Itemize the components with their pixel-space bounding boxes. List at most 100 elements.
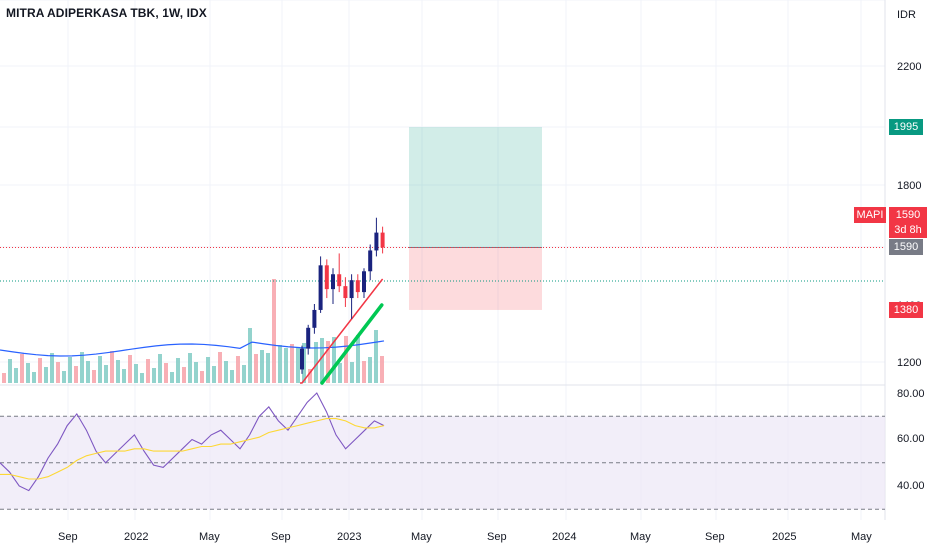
volume-bar bbox=[50, 353, 54, 383]
volume-bar bbox=[146, 359, 150, 383]
volume-bar bbox=[260, 350, 264, 383]
volume-bar bbox=[2, 373, 6, 383]
candle-body bbox=[355, 280, 360, 293]
volume-bar bbox=[14, 368, 18, 383]
volume-bar bbox=[320, 338, 324, 383]
entry-price-badge[interactable]: 1590 bbox=[889, 239, 923, 255]
volume-bar bbox=[266, 353, 270, 383]
candle-body bbox=[337, 274, 342, 287]
time-tick: May bbox=[630, 531, 651, 543]
volume-bar bbox=[164, 363, 168, 383]
candle-body bbox=[318, 265, 323, 310]
volume-bar bbox=[8, 359, 12, 383]
volume-bar bbox=[194, 362, 198, 383]
volume-bar bbox=[56, 362, 60, 383]
price-tick: 2200 bbox=[897, 61, 921, 73]
volume-bar bbox=[344, 336, 348, 383]
target-price-badge[interactable]: 1995 bbox=[889, 119, 923, 135]
volume-bar bbox=[116, 360, 120, 383]
volume-bar bbox=[290, 344, 294, 383]
rsi-line bbox=[0, 392, 385, 492]
long-position-tool[interactable] bbox=[0, 126, 885, 310]
volume-bar bbox=[350, 362, 354, 383]
time-tick: 2022 bbox=[124, 531, 148, 543]
candle-body bbox=[374, 232, 379, 251]
volume-bar bbox=[356, 335, 360, 383]
last-price-badge[interactable]: 1590 bbox=[889, 207, 927, 223]
candlesticks bbox=[300, 217, 385, 374]
volume-bar bbox=[86, 361, 90, 383]
rsi-tick: 40.00 bbox=[897, 480, 925, 492]
candle-body bbox=[380, 232, 385, 248]
volume-bar bbox=[188, 353, 192, 383]
volume-bar bbox=[20, 354, 24, 383]
volume-bar bbox=[74, 366, 78, 383]
volume-bar bbox=[200, 371, 204, 383]
volume-bar bbox=[272, 279, 276, 383]
volume-bar bbox=[170, 372, 174, 383]
time-tick: May bbox=[411, 531, 432, 543]
volume-bar bbox=[368, 357, 372, 383]
candle-body bbox=[343, 286, 348, 299]
volume-bar bbox=[248, 328, 252, 383]
volume-bar bbox=[104, 365, 108, 383]
volume-bar bbox=[242, 365, 246, 383]
volume-bars bbox=[0, 279, 385, 383]
volume-bar bbox=[38, 358, 42, 383]
volume-bar bbox=[308, 369, 312, 383]
volume-bar bbox=[44, 367, 48, 383]
volume-bar bbox=[140, 373, 144, 383]
volume-bar bbox=[374, 330, 378, 383]
volume-bar bbox=[182, 367, 186, 383]
short-ma-line bbox=[300, 278, 384, 384]
candle-body bbox=[331, 274, 335, 290]
rsi-ma-line bbox=[0, 418, 385, 480]
currency-label: IDR bbox=[897, 9, 916, 21]
volume-bar bbox=[92, 370, 96, 383]
stop-price-badge[interactable]: 1380 bbox=[889, 302, 923, 318]
long-ma-line bbox=[320, 303, 384, 385]
volume-bar bbox=[278, 345, 282, 383]
time-tick: Sep bbox=[705, 531, 725, 543]
volume-bar bbox=[218, 352, 222, 383]
volume-bar bbox=[332, 337, 336, 383]
time-tick: May bbox=[199, 531, 220, 543]
volume-bar bbox=[98, 356, 102, 383]
volume-ma-line bbox=[0, 340, 385, 357]
time-tick: May bbox=[851, 531, 872, 543]
loss-zone bbox=[409, 247, 542, 310]
volume-bar bbox=[134, 364, 138, 383]
symbol-badge[interactable]: MAPI bbox=[854, 207, 886, 223]
price-tick: 1200 bbox=[897, 357, 921, 369]
candle-body bbox=[324, 265, 329, 290]
volume-bar bbox=[32, 372, 36, 383]
rsi-pane bbox=[0, 392, 885, 510]
volume-bar bbox=[326, 341, 330, 383]
time-tick: Sep bbox=[487, 531, 507, 543]
volume-bar bbox=[224, 361, 228, 383]
candle-body bbox=[362, 271, 366, 293]
volume-bar bbox=[254, 354, 258, 383]
bar-countdown-badge: 3d 8h bbox=[889, 222, 927, 238]
volume-bar bbox=[62, 371, 66, 383]
volume-bar bbox=[236, 356, 240, 383]
candle-body bbox=[349, 280, 354, 299]
volume-bar bbox=[68, 357, 72, 383]
volume-bar bbox=[206, 357, 210, 383]
volume-bar bbox=[26, 363, 30, 383]
time-tick: Sep bbox=[271, 531, 291, 543]
time-tick: 2024 bbox=[552, 531, 576, 543]
volume-bar bbox=[230, 370, 234, 383]
volume-bar bbox=[158, 354, 162, 383]
axes: IDR 2200 1800 1400 1200 80.00 60.00 40.0… bbox=[58, 9, 925, 543]
volume-bar bbox=[314, 342, 318, 383]
candle-body bbox=[306, 327, 311, 349]
time-tick: 2023 bbox=[337, 531, 361, 543]
volume-bar bbox=[296, 347, 300, 383]
rsi-tick: 60.00 bbox=[897, 433, 925, 445]
volume-bar bbox=[80, 352, 84, 383]
chart-title: MITRA ADIPERKASA TBK, 1W, IDX bbox=[6, 6, 207, 20]
volume-bar bbox=[362, 361, 366, 383]
volume-bar bbox=[212, 366, 216, 383]
